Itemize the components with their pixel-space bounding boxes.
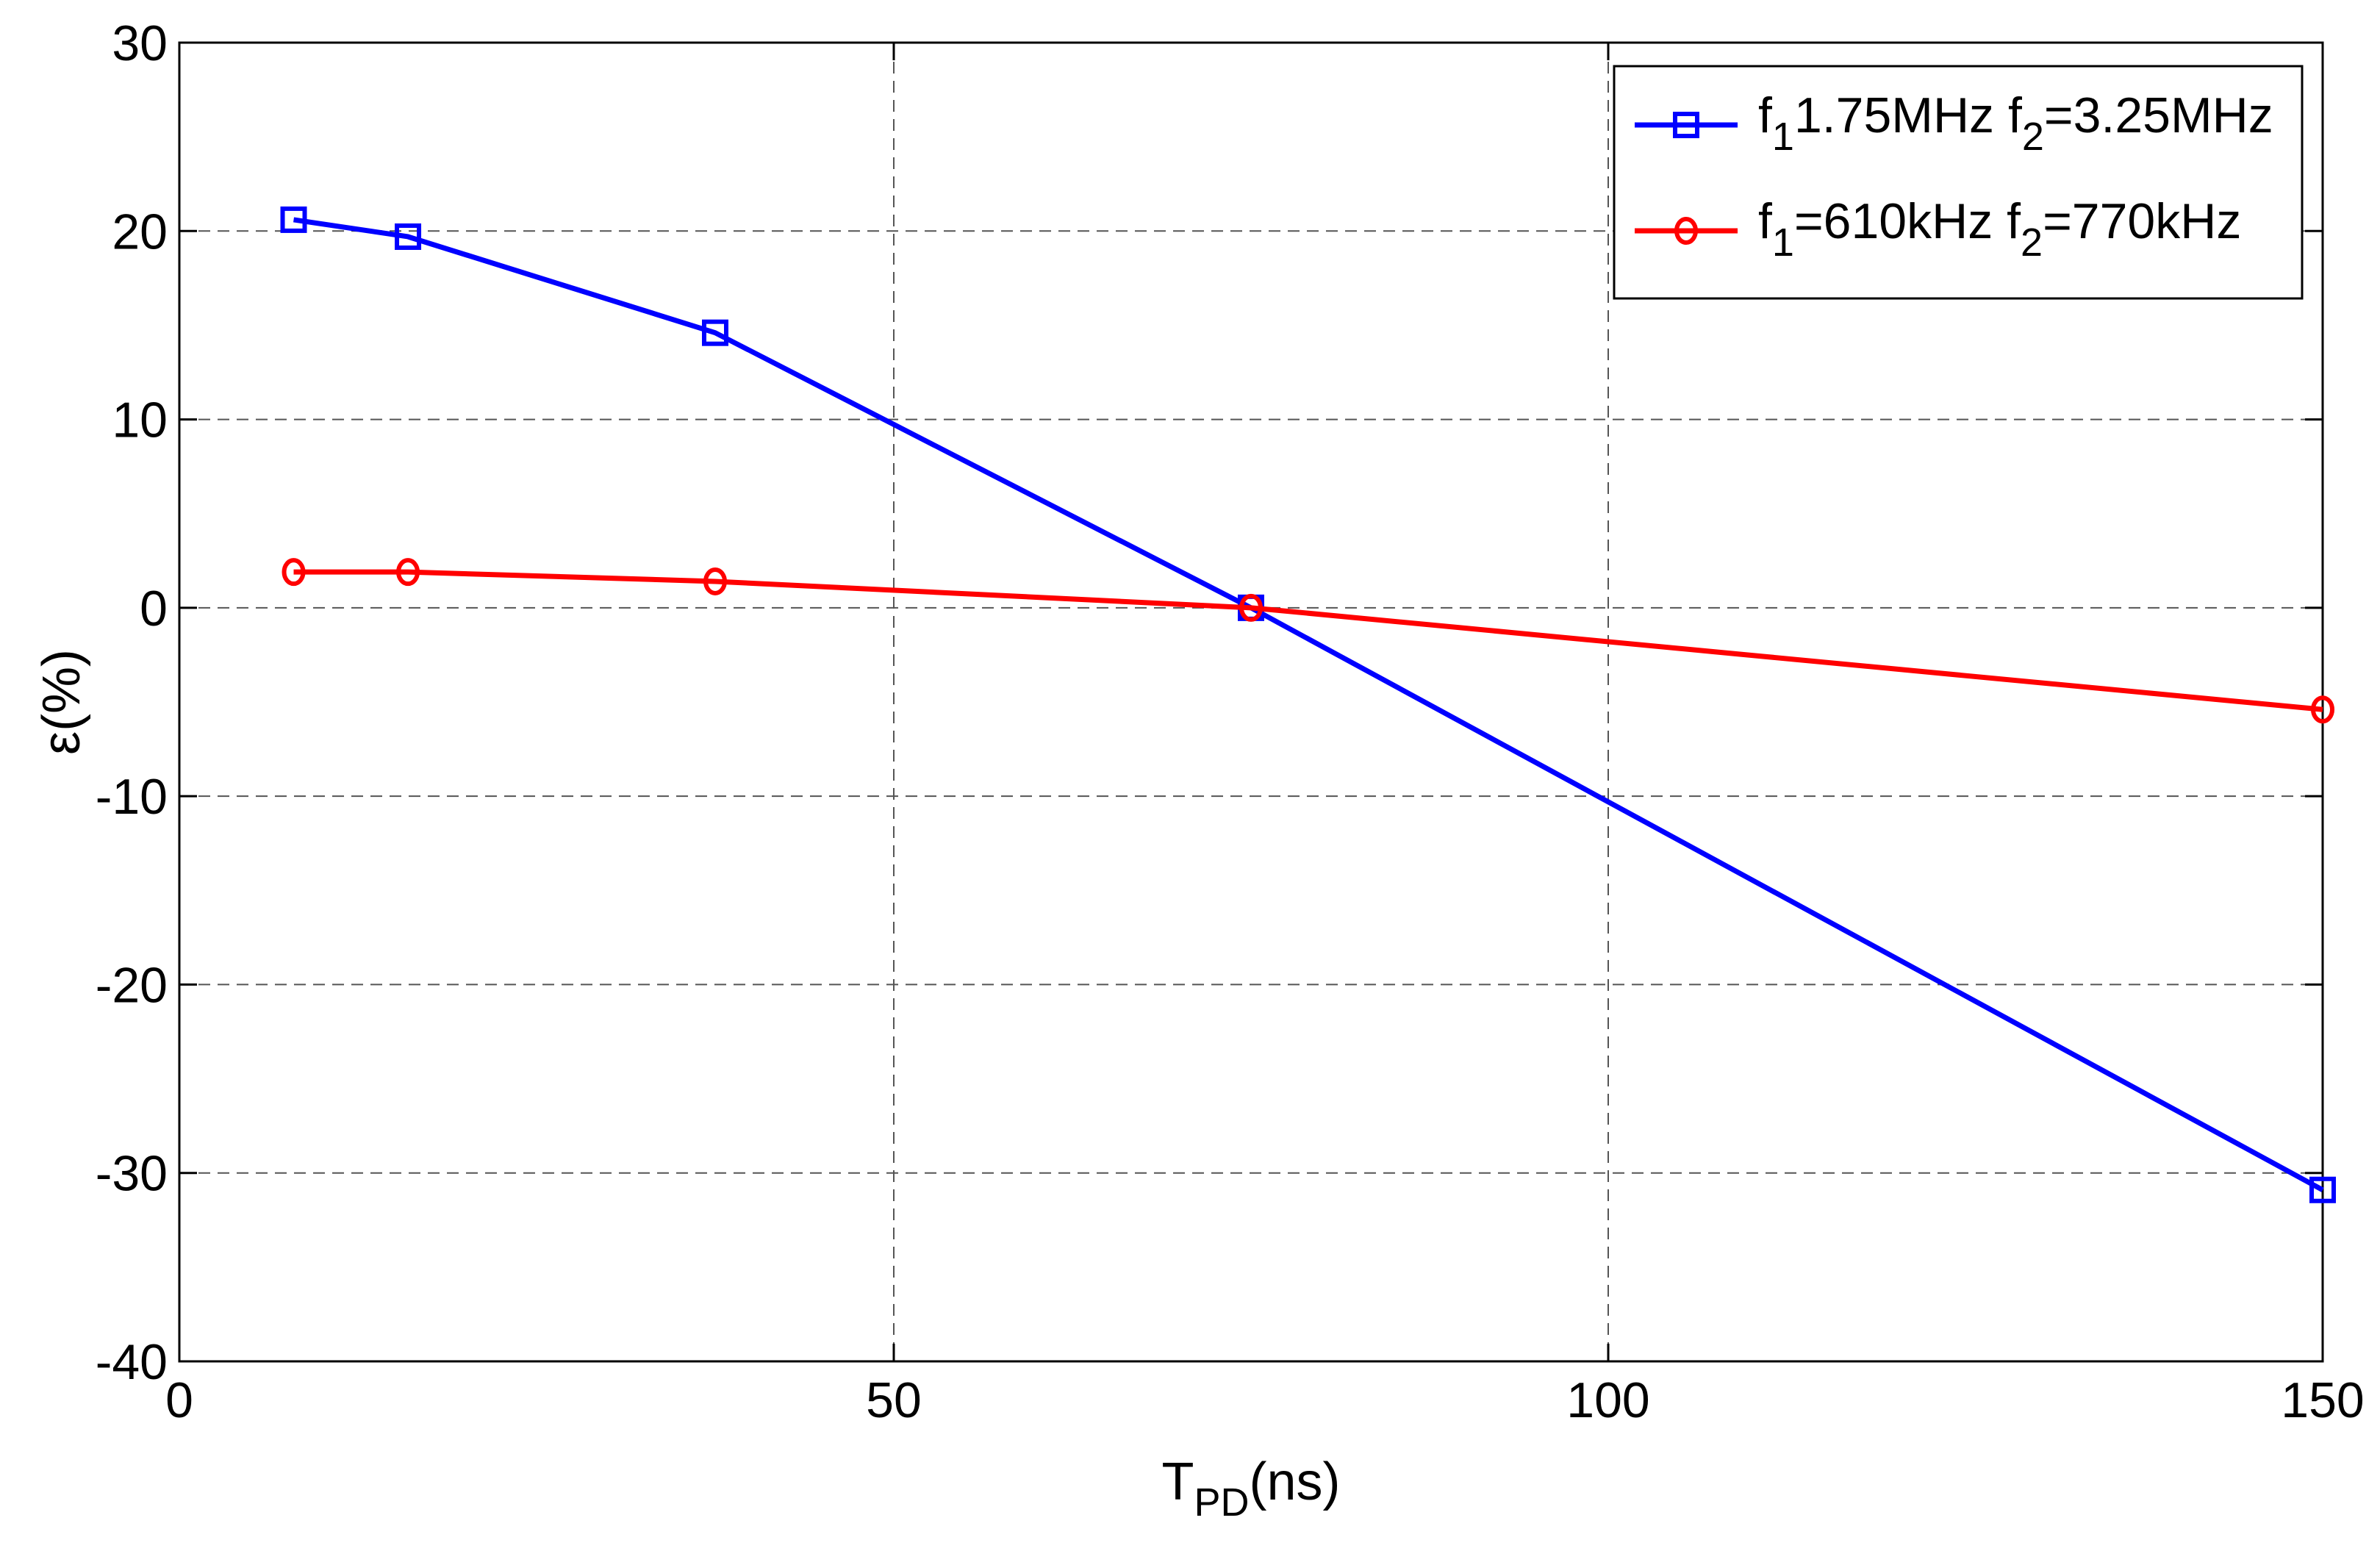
y-tick-label: -10 [96, 769, 168, 825]
series-group [280, 206, 2336, 1203]
data-point [280, 206, 307, 233]
axis-ticks: 0 50 100 150 -40 -30 -20 -10 0 10 20 30 [96, 15, 2365, 1428]
y-tick-label: -20 [96, 957, 168, 1013]
data-point [395, 223, 422, 250]
series-2 [282, 558, 2334, 724]
x-axis-title-subscript: PD [1194, 1480, 1249, 1525]
x-tick-label: 150 [2281, 1372, 2364, 1428]
series-1 [280, 206, 2336, 1203]
y-tick-label: 0 [140, 581, 168, 637]
data-point [1239, 593, 1263, 622]
series-line [293, 217, 2324, 1192]
data-point [396, 558, 420, 587]
x-tick-label: 100 [1566, 1372, 1649, 1428]
y-tick-label: -30 [96, 1146, 168, 1202]
y-axis-title: ε(%) [32, 649, 91, 755]
x-axis-title-units: (ns) [1250, 1453, 1341, 1511]
legend-marker [1673, 112, 1699, 138]
plot-area-frame [178, 41, 2324, 1363]
legend-label: f1=610kHz f2=770kHz [1758, 193, 2241, 265]
legend-marker-shape [1673, 112, 1699, 138]
data-point [703, 567, 727, 595]
data-point [702, 319, 728, 346]
x-axis-title-main: T [1162, 1453, 1194, 1511]
series-line [293, 569, 2323, 712]
legend-box [1613, 65, 2304, 300]
legend-marker-shape [1674, 217, 1698, 245]
data-point [2311, 695, 2334, 724]
data-point [2309, 1176, 2336, 1203]
legend: f11.75MHz f2=3.25MHz f1=610kHz f2=770kHz [1613, 65, 2304, 300]
x-axis-title: TPD(ns) [1162, 1453, 1341, 1525]
y-tick-label: 20 [112, 204, 168, 259]
legend-marker [1674, 217, 1698, 245]
legend-label: f11.75MHz f2=3.25MHz [1758, 87, 2273, 159]
y-tick-label: -40 [96, 1334, 168, 1390]
legend-entry: f11.75MHz f2=3.25MHz [1635, 87, 2273, 159]
x-tick-label: 50 [866, 1372, 922, 1428]
data-point [282, 558, 306, 587]
legend-entry: f1=610kHz f2=770kHz [1635, 193, 2241, 265]
x-tick-label: 0 [165, 1372, 193, 1428]
y-tick-label: 10 [112, 393, 168, 448]
y-tick-label: 30 [112, 15, 168, 71]
